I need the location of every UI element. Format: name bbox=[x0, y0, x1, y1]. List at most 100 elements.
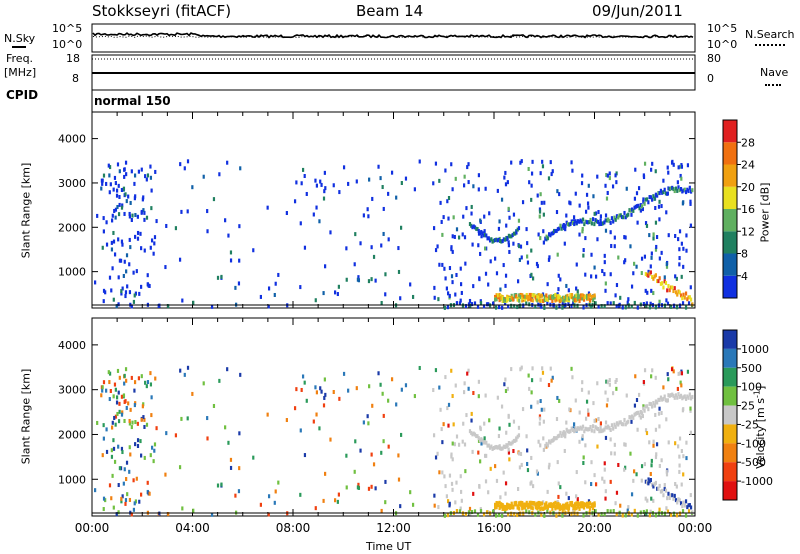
velocity-echo-cell bbox=[387, 398, 390, 403]
power-echo-cell bbox=[122, 273, 125, 278]
power-echo-cell bbox=[654, 247, 658, 252]
velocity-echo-cell bbox=[267, 494, 271, 499]
velocity-echo-cell bbox=[578, 502, 581, 507]
power-echo-cell bbox=[578, 219, 581, 224]
velocity-echo-cell bbox=[143, 424, 146, 429]
velocity-echo-cell bbox=[142, 415, 145, 420]
velocity-echo-cell bbox=[660, 410, 663, 415]
velocity-echo-cell bbox=[507, 512, 510, 517]
power-echo-cell bbox=[670, 160, 674, 165]
power-echo-cell bbox=[551, 169, 554, 174]
velocity-echo-cell bbox=[653, 482, 656, 487]
velocity-echo-cell bbox=[453, 442, 456, 447]
power-echo-cell bbox=[516, 305, 519, 310]
power-echo-cell bbox=[345, 246, 348, 251]
velocity-echo-cell bbox=[180, 416, 183, 421]
velocity-echo-cell bbox=[524, 502, 527, 507]
power-echo-cell bbox=[467, 180, 470, 185]
power-echo-cell bbox=[468, 298, 472, 303]
velocity-echo-cell bbox=[128, 469, 131, 474]
velocity-echo-cell bbox=[678, 394, 681, 399]
velocity-echo-cell bbox=[635, 472, 638, 477]
velocity-echo-cell bbox=[585, 503, 589, 508]
velocity-echo-cell bbox=[507, 450, 511, 455]
velocity-echo-cell bbox=[640, 411, 644, 416]
power-echo-cell bbox=[504, 170, 507, 175]
power-echo-cell bbox=[125, 172, 128, 177]
velocity-echo-cell bbox=[677, 371, 680, 376]
velocity-echo-cell bbox=[651, 482, 654, 487]
velocity-echo-cell bbox=[303, 453, 307, 458]
power-echo-cell bbox=[615, 214, 619, 219]
power-echo-cell bbox=[136, 214, 139, 219]
power-echo-cell bbox=[579, 218, 582, 223]
velocity-echo-cell bbox=[558, 433, 561, 438]
velocity-echo-cell bbox=[432, 433, 436, 438]
velocity-echo-cell bbox=[600, 428, 603, 433]
power-echo-cell bbox=[355, 179, 358, 184]
velocity-echo-cell bbox=[101, 388, 104, 393]
power-echo-cell bbox=[604, 213, 608, 218]
velocity-echo-cell bbox=[682, 500, 685, 505]
power-echo-cell bbox=[315, 205, 318, 210]
power-echo-cell bbox=[688, 295, 691, 300]
velocity-echo-cell bbox=[646, 404, 649, 409]
velocity-echo-cell bbox=[551, 503, 554, 508]
velocity-echo-cell bbox=[564, 431, 567, 436]
power-echo-cell bbox=[224, 218, 227, 223]
velocity-echo-cell bbox=[570, 366, 573, 371]
velocity-echo-cell bbox=[604, 425, 607, 430]
power-echo-cell bbox=[568, 222, 571, 227]
power-echo-cell bbox=[130, 217, 133, 222]
power-echo-cell bbox=[531, 293, 534, 298]
power-echo-cell bbox=[603, 253, 606, 258]
power-echo-cell bbox=[500, 296, 503, 301]
power-echo-cell bbox=[636, 220, 639, 225]
velocity-colorbar-frame bbox=[722, 329, 738, 501]
power-echo-cell bbox=[510, 303, 513, 308]
power-echo-cell bbox=[558, 303, 561, 308]
velocity-echo-cell bbox=[608, 382, 611, 387]
power-echo-cell bbox=[651, 161, 654, 166]
velocity-echo-cell bbox=[113, 415, 116, 420]
velocity-echo-cell bbox=[150, 395, 153, 400]
velocity-echo-cell bbox=[537, 439, 540, 444]
power-echo-cell bbox=[370, 245, 373, 250]
power-echo-cell bbox=[554, 298, 557, 303]
velocity-echo-cell bbox=[545, 441, 548, 446]
power-echo-cell bbox=[485, 302, 489, 307]
velocity-echo-cell bbox=[238, 466, 241, 471]
power-echo-cell bbox=[576, 303, 579, 308]
power-echo-cell bbox=[585, 192, 589, 197]
velocity-echo-cell bbox=[662, 396, 665, 401]
power-echo-cell bbox=[637, 186, 641, 191]
velocity-echo-cell bbox=[315, 390, 318, 395]
power-echo-cell bbox=[623, 210, 626, 215]
power-echo-cell bbox=[128, 290, 132, 295]
power-echo-cell bbox=[627, 212, 630, 217]
power-echo-cell bbox=[504, 237, 507, 242]
velocity-echo-cell bbox=[123, 467, 126, 472]
velocity-echo-cell bbox=[687, 503, 690, 508]
velocity-echo-cell bbox=[112, 505, 115, 510]
power-echo-cell bbox=[462, 214, 465, 219]
power-echo-cell bbox=[507, 206, 510, 211]
velocity-echo-cell bbox=[647, 407, 650, 412]
velocity-echo-cell bbox=[537, 500, 540, 505]
power-echo-cell bbox=[121, 242, 124, 247]
power-echo-cell bbox=[539, 299, 542, 304]
velocity-echo-cell bbox=[372, 462, 376, 467]
power-echo-cell bbox=[517, 279, 520, 284]
velocity-echo-cell bbox=[627, 419, 630, 424]
velocity-echo-cell bbox=[139, 439, 142, 444]
power-echo-cell bbox=[603, 304, 606, 309]
velocity-echo-cell bbox=[545, 501, 548, 506]
power-echo-cell bbox=[656, 193, 659, 198]
velocity-echo-cell bbox=[114, 387, 117, 392]
velocity-echo-cell bbox=[537, 505, 540, 510]
power-echo-cell bbox=[490, 237, 493, 242]
power-echo-cell bbox=[687, 189, 690, 194]
velocity-echo-cell bbox=[678, 436, 682, 441]
power-echo-cell bbox=[605, 196, 609, 201]
power-echo-cell bbox=[651, 275, 654, 280]
